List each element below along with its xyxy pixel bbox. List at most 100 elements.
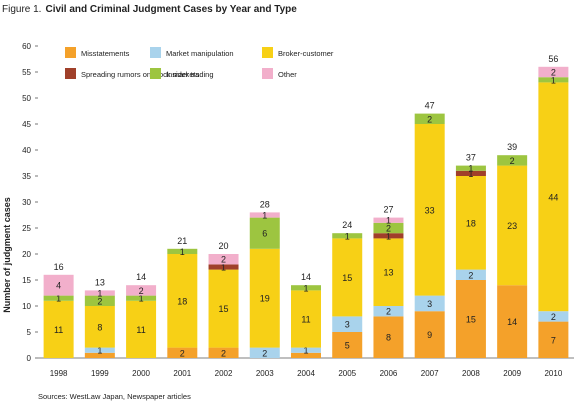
segment-label: 11 (136, 325, 145, 335)
legend-label: Misstatements (81, 49, 130, 58)
segment-label: 5 (345, 341, 350, 351)
x-tick-label: 2009 (503, 369, 521, 378)
legend-swatch (262, 47, 273, 58)
bar-segment (84, 295, 115, 306)
legend-swatch (150, 47, 161, 58)
bar-segment (84, 347, 115, 353)
bar-segment (167, 347, 198, 358)
total-label: 24 (342, 220, 352, 230)
segment-label: 2 (97, 296, 102, 306)
bar-segment (126, 300, 157, 358)
x-tick-label: 2010 (544, 369, 562, 378)
bar-segment (373, 233, 404, 239)
segment-label: 1 (139, 294, 144, 304)
total-label: 47 (425, 101, 435, 111)
figure-title-line: Figure 1. Civil and Criminal Judgment Cas… (2, 4, 297, 15)
segment-label: 2 (551, 68, 556, 78)
bar-segment (538, 77, 569, 83)
segment-label: 1 (97, 346, 102, 356)
bar-segment (497, 155, 528, 166)
y-tick-label: 50 (22, 94, 31, 103)
bar-segment (84, 306, 115, 348)
segment-label: 1 (303, 283, 308, 293)
segment-label: 3 (345, 320, 350, 330)
bar-segment (249, 212, 280, 218)
y-tick-label: 55 (22, 68, 31, 77)
x-tick-label: 2005 (338, 369, 356, 378)
segment-label: 1 (56, 294, 61, 304)
segment-label: 13 (383, 268, 393, 278)
total-label: 56 (548, 54, 558, 64)
bar-segment (373, 238, 404, 306)
segment-label: 1 (97, 289, 102, 299)
y-tick-label: 40 (22, 146, 31, 155)
bar-segment (208, 347, 239, 358)
bars-group: 1114161821131112142181212151220219612811… (43, 54, 569, 358)
segment-label: 1 (386, 231, 391, 241)
segment-label: 1 (303, 346, 308, 356)
x-tick-label: 2003 (256, 369, 274, 378)
y-tick-label: 20 (22, 250, 31, 259)
bar-segment (455, 280, 486, 358)
legend-label: Spreading rumors on stock markets (81, 70, 200, 79)
total-label: 37 (466, 153, 476, 163)
legend-label: Market manipulation (166, 49, 234, 58)
segment-label: 11 (301, 315, 310, 325)
segment-label: 2 (510, 156, 515, 166)
segment-label: 19 (260, 294, 270, 304)
segment-label: 9 (427, 330, 432, 340)
bar-segment (249, 248, 280, 348)
bar-segment (332, 332, 363, 358)
segment-label: 44 (548, 192, 558, 202)
segment-label: 18 (177, 296, 187, 306)
chart-title: Civil and Criminal Judgment Cases by Yea… (45, 4, 297, 15)
segment-label: 1 (221, 263, 226, 273)
bar-segment (291, 285, 321, 291)
y-tick-label: 30 (22, 198, 31, 207)
segment-label: 18 (466, 218, 476, 228)
legend-label: Broker-customer (278, 49, 334, 58)
bar-segment (332, 316, 363, 332)
x-tick-label: 2002 (215, 369, 233, 378)
x-tick-label: 2000 (132, 369, 150, 378)
segment-label: 8 (97, 322, 102, 332)
bar-segment (43, 300, 74, 358)
y-tick-label: 10 (22, 302, 31, 311)
segment-label: 8 (386, 333, 391, 343)
bar-segment (249, 217, 280, 249)
segment-label: 1 (262, 211, 267, 221)
segment-label: 2 (386, 224, 391, 234)
bar-segment (455, 176, 486, 270)
y-tick-label: 35 (22, 172, 31, 181)
bar-segment (291, 290, 321, 348)
segment-label: 1 (551, 75, 556, 85)
segment-label: 4 (56, 281, 61, 291)
segment-label: 3 (427, 299, 432, 309)
segment-label: 15 (219, 304, 229, 314)
bar-segment (84, 352, 115, 358)
y-axis-label: Number of judgment cases (2, 197, 12, 313)
x-tick-label: 2004 (297, 369, 315, 378)
bar-segment (414, 295, 445, 312)
bar-segment (291, 352, 321, 358)
legend-label: Insider trading (166, 70, 214, 79)
bar-segment (455, 170, 486, 176)
bar-segment (373, 316, 404, 358)
segment-label: 33 (425, 205, 435, 215)
y-tick-label: 0 (27, 354, 32, 363)
bar-segment (538, 311, 569, 322)
bar-segment (208, 269, 239, 348)
legend-swatch (262, 68, 273, 79)
segment-label: 7 (551, 335, 556, 345)
total-label: 27 (383, 205, 393, 215)
segment-label: 14 (507, 317, 517, 327)
total-label: 39 (507, 142, 517, 152)
bar-stack: 5 3 15 124 (332, 220, 363, 358)
segment-label: 2 (139, 286, 144, 296)
segment-label: 2 (221, 348, 226, 358)
bar-segment (497, 285, 528, 358)
bar-segment (208, 264, 239, 270)
legend-label: Other (278, 70, 297, 79)
